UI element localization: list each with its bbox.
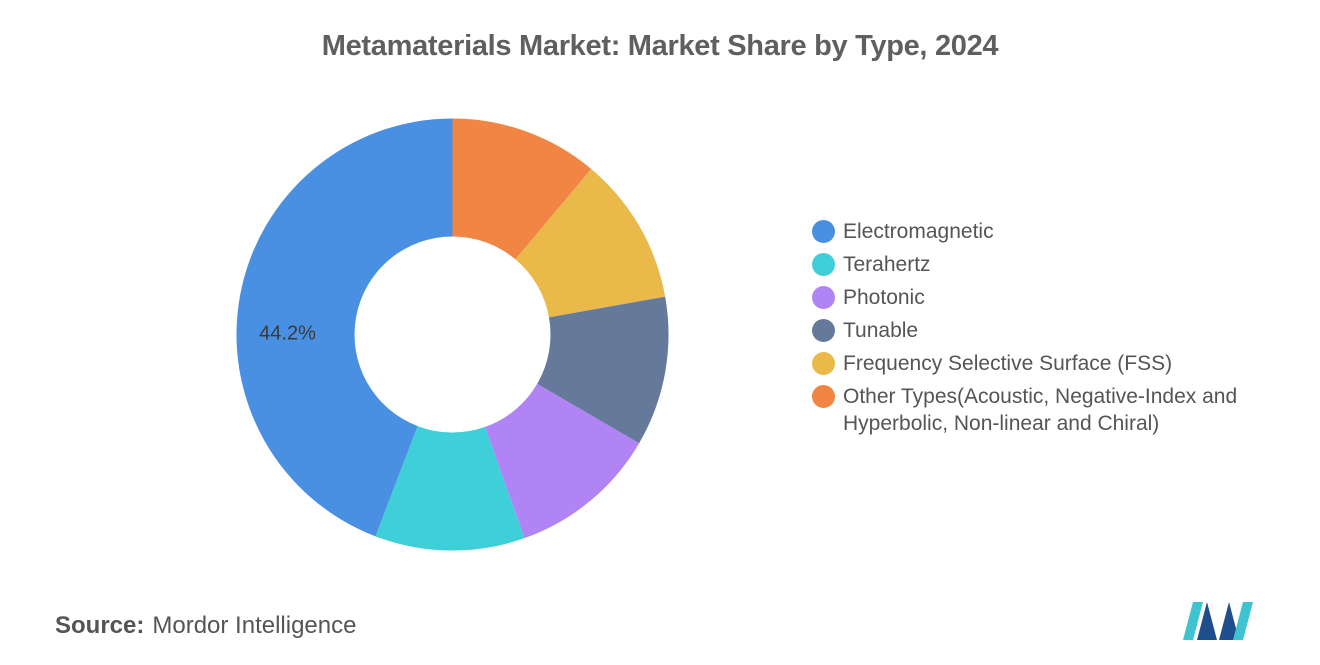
chart-legend: Electromagnetic Terahertz Photonic Tunable F… xyxy=(812,218,1282,443)
legend-item: Electromagnetic xyxy=(812,218,1282,245)
source-line: Source: Mordor Intelligence xyxy=(55,612,356,640)
legend-item: Terahertz xyxy=(812,251,1282,278)
legend-item: Frequency Selective Surface (FSS) xyxy=(812,350,1282,377)
legend-label: Electromagnetic xyxy=(843,220,994,243)
legend-label: Frequency Selective Surface (FSS) xyxy=(843,352,1173,375)
legend-item: Tunable xyxy=(812,317,1282,344)
legend-swatch-icon xyxy=(812,319,835,342)
legend-swatch-icon xyxy=(812,352,835,375)
donut-slice-terahertz xyxy=(375,426,525,551)
legend-label: Photonic xyxy=(843,286,925,309)
legend-swatch-icon xyxy=(812,253,835,276)
legend-label: Other Types(Acoustic, Negative-Index and… xyxy=(843,385,1238,435)
legend-item: Other Types(Acoustic, Negative-Index and… xyxy=(812,383,1282,437)
donut-chart: 44.2% xyxy=(236,118,669,551)
source-label: Source: xyxy=(55,612,145,639)
donut-slice-other xyxy=(452,118,592,260)
legend-swatch-icon xyxy=(812,385,835,408)
legend-swatch-icon xyxy=(812,286,835,309)
donut-slice-tunable xyxy=(537,296,669,444)
donut-slice-frequency xyxy=(515,168,666,318)
data-label: 44.2% xyxy=(259,322,316,344)
donut-slice-electromagnetic xyxy=(236,118,453,537)
legend-label: Tunable xyxy=(843,319,919,342)
legend-label: Terahertz xyxy=(843,253,931,276)
source-value: Mordor Intelligence xyxy=(152,612,357,639)
mordor-intelligence-logo-icon xyxy=(1183,602,1253,640)
donut-slice-photonic xyxy=(485,383,640,539)
chart-title: Metamaterials Market: Market Share by Ty… xyxy=(321,30,999,62)
legend-swatch-icon xyxy=(812,220,835,243)
legend-item: Photonic xyxy=(812,284,1282,311)
